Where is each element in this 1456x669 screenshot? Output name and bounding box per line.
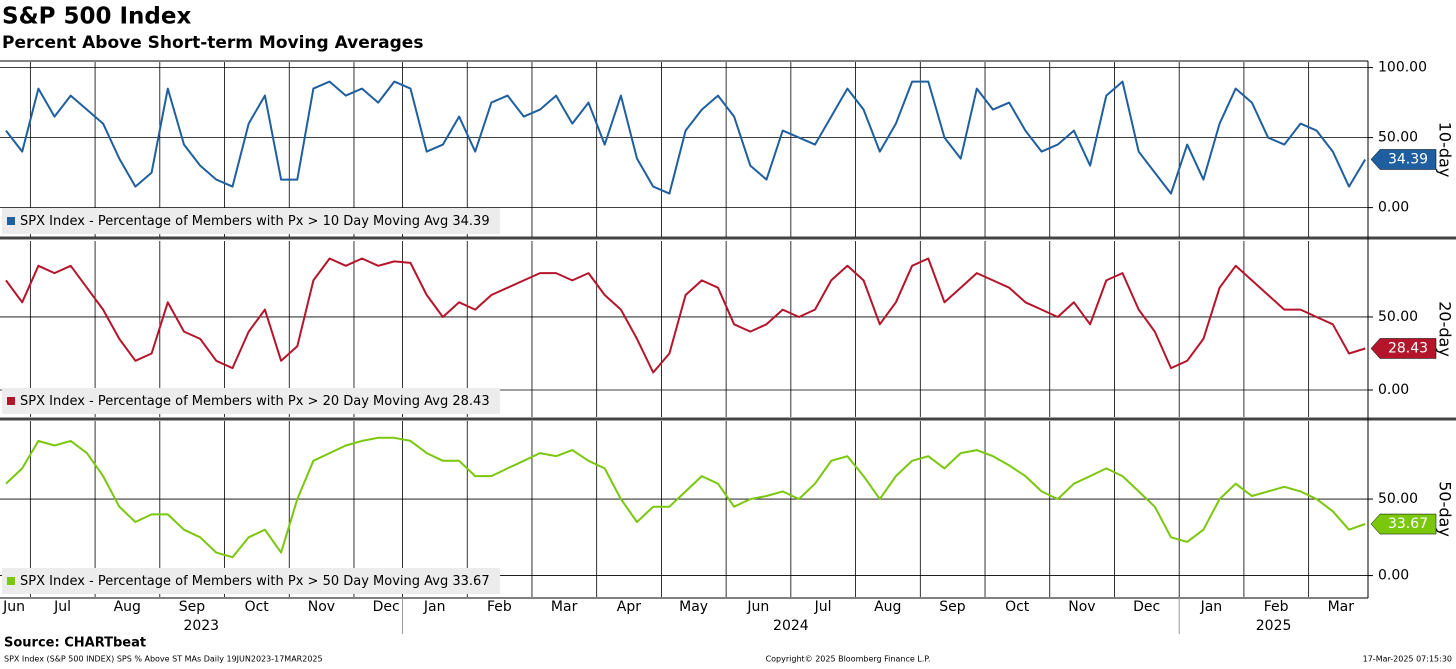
x-tick-label: Nov [308,599,335,615]
x-tick-label: Oct [245,599,270,615]
last-value-label: 33.67 [1388,516,1428,532]
legend-box [2,568,500,594]
x-tick-label: Jul [53,599,71,615]
x-tick-label: Nov [1068,599,1095,615]
y-tick-label: 0.00 [1378,568,1409,584]
x-tick-label: Aug [874,599,901,615]
source: Source: CHARTbeat [4,636,146,651]
x-tick-label: Mar [1328,599,1355,615]
series-line [5,80,1367,195]
x-tick-label: Feb [1264,599,1289,615]
x-tick-label: Jun [746,599,769,615]
footer-right: 17-Mar-2025 07:15:30 [1363,655,1452,664]
y-tick-label: 0.00 [1378,200,1409,216]
axis-label: 50-day [1436,481,1455,537]
legend-text: SPX Index - Percentage of Members with P… [20,574,490,589]
last-value-tag [1370,513,1437,535]
last-value-tag [1370,338,1437,359]
x-tick-label: Mar [551,599,578,615]
x-tick-label: Dec [1133,599,1160,615]
footer-center: Copyright© 2025 Bloomberg Finance L.P. [766,655,931,664]
y-tick-label: 100.00 [1378,60,1427,76]
x-tick-label: Oct [1005,599,1030,615]
x-tick-label: Jul [814,599,832,615]
x-group-label: 2023 [183,618,219,634]
x-tick-label: Aug [114,599,141,615]
legend-name: SPX Index - Percentage of Members with P… [20,394,448,409]
legend-name: SPX Index - Percentage of Members with P… [20,574,448,589]
last-value-tag [1370,149,1437,170]
x-tick-label: Jun [2,599,25,615]
last-value-label: 34.39 [1388,151,1428,167]
x-tick-label: Feb [487,599,512,615]
y-tick-label: 50.00 [1378,491,1418,507]
legend-swatch [7,397,15,405]
x-tick-label: Apr [617,599,641,615]
footer-left: SPX Index (S&P 500 INDEX) SPS % Above ST… [4,655,323,664]
y-tick-label: 50.00 [1378,130,1418,146]
x-tick-label: Dec [373,599,400,615]
legend-name: SPX Index - Percentage of Members with P… [20,214,448,229]
legend-text: SPX Index - Percentage of Members with P… [20,394,490,409]
x-tick-label: Jan [423,599,446,615]
legend-value: 33.67 [452,574,489,589]
legend-box [2,388,500,414]
y-tick-label: 0.00 [1378,382,1409,398]
series-line [5,436,1366,559]
title: S&P 500 Index [2,4,191,30]
legend-swatch [7,577,15,585]
legend-value: 28.43 [452,394,489,409]
axis-label: 20-day [1436,301,1455,357]
axis-label: 10-day [1436,122,1455,178]
x-group-label: 2025 [1256,618,1292,634]
legend-swatch [7,217,15,225]
legend-box [2,208,500,234]
y-tick-label: 50.00 [1378,309,1418,325]
last-value-label: 28.43 [1388,340,1428,356]
x-tick-label: Sep [179,599,206,615]
subtitle: Percent Above Short-term Moving Averages [2,33,423,53]
legend-value: 34.39 [452,214,489,229]
series-line [5,257,1366,374]
x-tick-label: May [679,599,708,615]
x-tick-label: Sep [939,599,966,615]
legend-text: SPX Index - Percentage of Members with P… [20,214,490,229]
x-group-label: 2024 [773,618,809,634]
x-tick-label: Jan [1200,599,1223,615]
